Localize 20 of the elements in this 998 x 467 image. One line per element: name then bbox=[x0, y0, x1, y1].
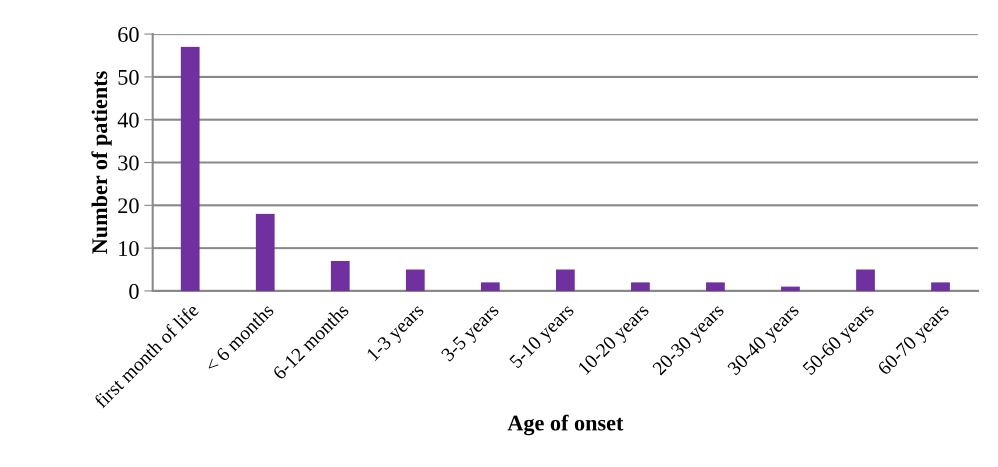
bar bbox=[631, 282, 650, 291]
bar bbox=[856, 270, 875, 291]
bar bbox=[931, 282, 950, 291]
y-tick-label: 40 bbox=[118, 112, 139, 128]
bar bbox=[330, 260, 350, 291]
bar bbox=[406, 270, 425, 291]
y-tick-label: 20 bbox=[118, 198, 139, 214]
y-tick-label: 0 bbox=[129, 284, 139, 299]
bar bbox=[180, 46, 200, 291]
y-axis-title: Number of patients bbox=[91, 71, 112, 254]
y-tick-label: 30 bbox=[118, 155, 139, 170]
y-tick-label: 60 bbox=[118, 27, 139, 42]
bar bbox=[480, 282, 500, 291]
y-tick-label: 50 bbox=[118, 70, 139, 85]
y-tick-label: 10 bbox=[119, 241, 139, 256]
x-axis-title: Age of onset bbox=[508, 414, 624, 436]
bar bbox=[706, 282, 725, 291]
bar bbox=[781, 286, 800, 291]
bar bbox=[556, 270, 575, 291]
bar bbox=[256, 214, 275, 291]
